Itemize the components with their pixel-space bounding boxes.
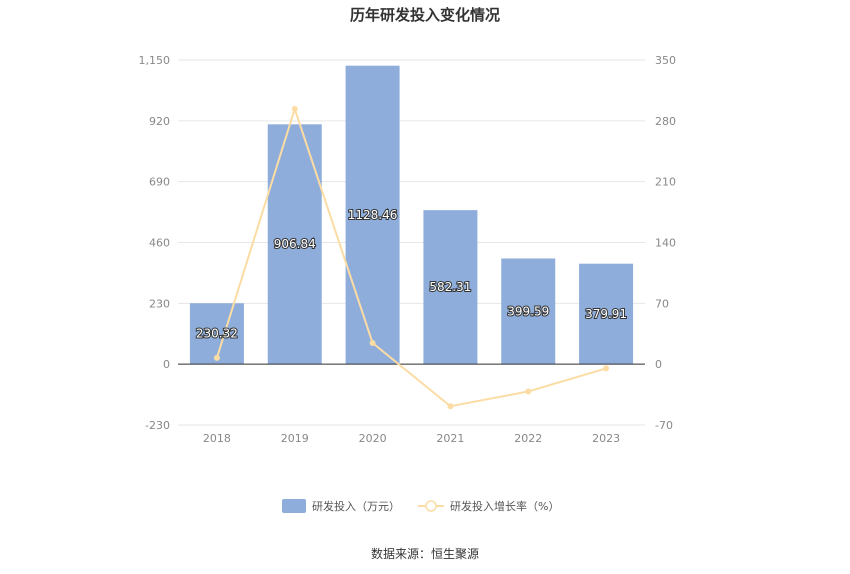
y-right-tick-label: 0	[655, 358, 662, 371]
growth-line	[215, 105, 607, 408]
chart-title: 历年研发投入变化情况	[350, 6, 500, 24]
gridlines	[178, 59, 645, 426]
growth-point	[603, 365, 610, 372]
y-left-tick-label: 460	[149, 237, 170, 250]
x-tick-label: 2018	[203, 432, 231, 445]
bar-labels: 230.32 906.84 1128.46 582.31 399.59 379.91	[195, 207, 628, 342]
bar-data-label: 582.31	[429, 280, 471, 294]
growth-point	[369, 339, 376, 346]
y-left-tick-label: -230	[145, 419, 170, 432]
bar-data-label: 379.91	[585, 307, 627, 321]
y-left-tick-label: 920	[149, 115, 170, 128]
bar	[501, 258, 556, 365]
x-tick-label: 2021	[436, 432, 464, 445]
growth-point	[213, 354, 220, 361]
legend-bar-swatch	[282, 499, 306, 513]
line-series	[213, 105, 610, 410]
bar	[345, 65, 400, 365]
y-right-tick-label: 70	[655, 297, 669, 310]
y-right-tick-label: 140	[655, 237, 676, 250]
x-tick-label: 2020	[359, 432, 387, 445]
bar-data-label: 906.84	[274, 237, 316, 251]
x-tick-label: 2022	[514, 432, 542, 445]
growth-point	[447, 403, 454, 410]
y-left-tick-label: 690	[149, 176, 170, 189]
y-right-tick-label: 350	[655, 54, 676, 67]
y-left-tick-label: 1,150	[139, 54, 171, 67]
data-source: 数据来源：恒生聚源	[371, 546, 479, 561]
x-tick-label: 2019	[281, 432, 309, 445]
bar-data-label: 399.59	[507, 304, 549, 318]
growth-point	[291, 105, 298, 112]
legend-line-marker	[425, 500, 437, 512]
y-left-tick-label: 230	[149, 297, 170, 310]
axes: 1,150 350 920 280 690 210 460 140 230 70 0 0 -230 -70…	[139, 54, 677, 445]
y-right-tick-label: 280	[655, 115, 676, 128]
legend[interactable]: 研发投入（万元） 研发投入增长率（%）	[282, 499, 559, 513]
y-right-tick-label: -70	[655, 419, 673, 432]
bar-series	[189, 65, 634, 365]
y-left-tick-label: 0	[163, 358, 170, 371]
bar	[423, 210, 478, 365]
bar	[189, 303, 244, 365]
legend-line-label: 研发投入增长率（%）	[450, 499, 559, 513]
bar	[579, 263, 634, 365]
x-tick-label: 2023	[592, 432, 620, 445]
growth-point	[525, 388, 532, 395]
y-right-tick-label: 210	[655, 176, 676, 189]
bar-data-label: 1128.46	[348, 208, 398, 222]
legend-bar-label: 研发投入（万元）	[312, 499, 400, 513]
bar-data-label: 230.32	[196, 327, 238, 341]
